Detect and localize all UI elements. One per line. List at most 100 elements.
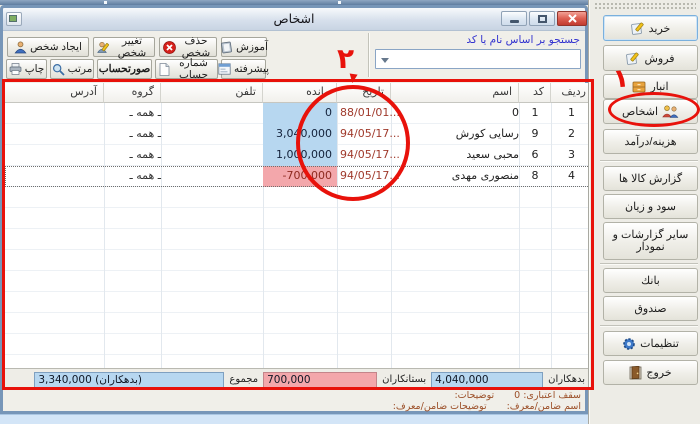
edit-person-button[interactable]: تغییر شخص bbox=[93, 35, 155, 59]
advanced-label: پیشرفته bbox=[233, 63, 270, 75]
grand-total: 3,340,000 (بدهکاران) bbox=[34, 371, 225, 388]
total-label: مجموع bbox=[229, 374, 259, 385]
cell-balance: 3,040,000 bbox=[263, 124, 337, 145]
sidebar-item-sale[interactable]: فروش bbox=[603, 45, 698, 71]
sidebar-item-cashbox[interactable]: صندوق bbox=[603, 296, 698, 321]
cell-phone bbox=[161, 166, 263, 187]
sidebar-separator bbox=[600, 263, 698, 264]
sidebar-grip bbox=[594, 2, 696, 11]
sidebar-item-persons[interactable]: اشخاص bbox=[603, 99, 698, 124]
advanced-button[interactable]: پیشرفته bbox=[218, 59, 270, 79]
cell-group: ـ همه ـ bbox=[129, 106, 162, 119]
gridline bbox=[391, 103, 392, 368]
account-number-button[interactable]: شماره حساب bbox=[155, 57, 218, 81]
cell-code: 6 bbox=[531, 148, 539, 161]
print-icon bbox=[9, 63, 22, 75]
edit-person-label: تغییر شخص bbox=[117, 35, 147, 59]
statement-button[interactable]: صورتحساب bbox=[97, 59, 152, 79]
cell-row-number: 4 bbox=[568, 169, 575, 182]
creditors-total: 700,000 bbox=[263, 371, 378, 388]
minimize-icon bbox=[509, 20, 519, 23]
cell-name: منصوری مهدی bbox=[451, 169, 519, 182]
gridline bbox=[161, 103, 162, 368]
sidebar-item-purchase[interactable]: خرید bbox=[603, 15, 698, 41]
cell-date: 94/05/17... bbox=[340, 148, 400, 161]
delete-person-button[interactable]: حذف شخص bbox=[159, 35, 217, 59]
col-header-name[interactable]: اسم bbox=[391, 83, 519, 103]
maximize-icon bbox=[537, 14, 547, 23]
warehouse-icon bbox=[633, 81, 646, 92]
table-header: آدرس گروه تلفن مانده تاریخ اسم کد ردیف bbox=[5, 83, 592, 103]
cell-code: 1 bbox=[531, 106, 539, 119]
sidebar-item-label: اشخاص bbox=[621, 106, 659, 118]
statement-label: صورتحساب bbox=[98, 63, 151, 75]
toolbar-separator bbox=[368, 33, 369, 77]
sidebar-item-label: صندوق bbox=[634, 303, 667, 315]
gridline bbox=[551, 103, 552, 368]
sidebar-item-goods-report[interactable]: گزارش کالا ها bbox=[603, 166, 698, 191]
cell-date: 88/01/01... bbox=[340, 106, 400, 119]
col-header-balance[interactable]: مانده bbox=[263, 83, 337, 103]
details-footer: سقف اعتباری: 0 توضیحات: اسم ضامن/معرف: ت… bbox=[5, 390, 585, 412]
chevron-down-icon bbox=[381, 58, 389, 63]
parent-window-edge bbox=[0, 0, 588, 5]
col-header-group[interactable]: گروه bbox=[104, 83, 161, 103]
account-number-label: شماره حساب bbox=[179, 57, 208, 81]
maximize-button[interactable] bbox=[529, 11, 555, 26]
persons-icon bbox=[662, 105, 679, 118]
col-header-phone[interactable]: تلفن bbox=[161, 83, 263, 103]
cell-address bbox=[5, 145, 104, 166]
help-icon bbox=[221, 41, 233, 53]
table-body: ـ همه ـ 0 88/01/01... 0 1 1 ـ همه ـ 3,04… bbox=[5, 103, 592, 368]
purchase-icon bbox=[630, 22, 644, 35]
sidebar-item-profit-loss[interactable]: سود و زیان bbox=[603, 194, 698, 219]
delete-person-label: حذف شخص bbox=[181, 35, 211, 59]
gridline bbox=[519, 103, 520, 368]
credit-limit-label: سقف اعتباری: 0 bbox=[514, 390, 581, 401]
help-button[interactable]: آموزش bbox=[221, 37, 268, 57]
cell-phone bbox=[161, 124, 263, 145]
guarantor-notes-label: توضیحات ضامن/معرف: bbox=[392, 400, 487, 412]
debtors-label: بدهکاران bbox=[548, 374, 585, 385]
cell-group: ـ همه ـ bbox=[129, 127, 162, 140]
sidebar-item-label: تنظیمات bbox=[640, 338, 679, 350]
sidebar-item-label: فروش bbox=[644, 52, 675, 65]
titlebar[interactable]: اشخاص bbox=[3, 8, 585, 31]
sidebar-item-exit[interactable]: خروج bbox=[603, 360, 698, 385]
sidebar-item-bank[interactable]: بانك bbox=[603, 268, 698, 293]
col-header-code[interactable]: کد bbox=[519, 83, 551, 103]
close-button[interactable] bbox=[557, 11, 587, 26]
delete-person-icon bbox=[163, 40, 176, 54]
help-label: آموزش bbox=[236, 41, 268, 53]
cell-group: ـ همه ـ bbox=[129, 148, 162, 161]
minimize-button[interactable] bbox=[501, 11, 527, 26]
exit-icon bbox=[629, 365, 642, 379]
account-number-icon bbox=[159, 62, 170, 76]
cell-date: 94/05/17... bbox=[340, 127, 400, 140]
sidebar-item-label: گزارش کالا ها bbox=[618, 173, 683, 185]
sidebar-item-expense-income[interactable]: هزینه/درآمد bbox=[603, 129, 698, 154]
notes-label: توضیحات: bbox=[454, 390, 495, 401]
gridline bbox=[104, 103, 105, 368]
table-row[interactable]: ـ همه ـ 0 88/01/01... 0 1 1 bbox=[5, 103, 592, 124]
sidebar-item-warehouse[interactable]: انبار bbox=[603, 74, 698, 99]
col-header-address[interactable]: آدرس bbox=[5, 83, 104, 103]
table-row[interactable]: ـ همه ـ 3,040,000 94/05/17... رسایی کورش… bbox=[5, 124, 592, 145]
sort-button[interactable]: مرتب bbox=[50, 59, 94, 79]
sidebar-item-label: هزینه/درآمد bbox=[624, 136, 677, 148]
print-button[interactable]: چاپ bbox=[6, 59, 47, 79]
cell-balance: 1,000,000 bbox=[263, 145, 337, 166]
col-header-row[interactable]: ردیف bbox=[551, 83, 592, 103]
window-icon bbox=[6, 12, 22, 26]
table-row[interactable]: ـ همه ـ 1,000,000 94/05/17... محبی سعید … bbox=[5, 145, 592, 166]
create-person-button[interactable]: ایجاد شخص bbox=[7, 37, 89, 57]
col-header-date[interactable]: تاریخ bbox=[337, 83, 391, 103]
summary-bar: بدهکاران 4,040,000 بستانکاران 700,000 مج… bbox=[5, 368, 592, 390]
creditors-label: بستانکاران bbox=[382, 374, 427, 385]
sidebar-item-label: انبار bbox=[650, 81, 669, 93]
sidebar-item-settings[interactable]: تنظیمات bbox=[603, 331, 698, 356]
toolbar-row-2: چاپ مرتب صورتحساب شماره حساب bbox=[6, 57, 270, 81]
table-row-selected[interactable]: ـ همه ـ -700,000 94/05/17... منصوری مهدی… bbox=[5, 166, 592, 187]
search-combobox[interactable] bbox=[375, 49, 581, 69]
sidebar-item-other-reports[interactable]: سایر گزارشات و نمودار bbox=[603, 222, 698, 260]
